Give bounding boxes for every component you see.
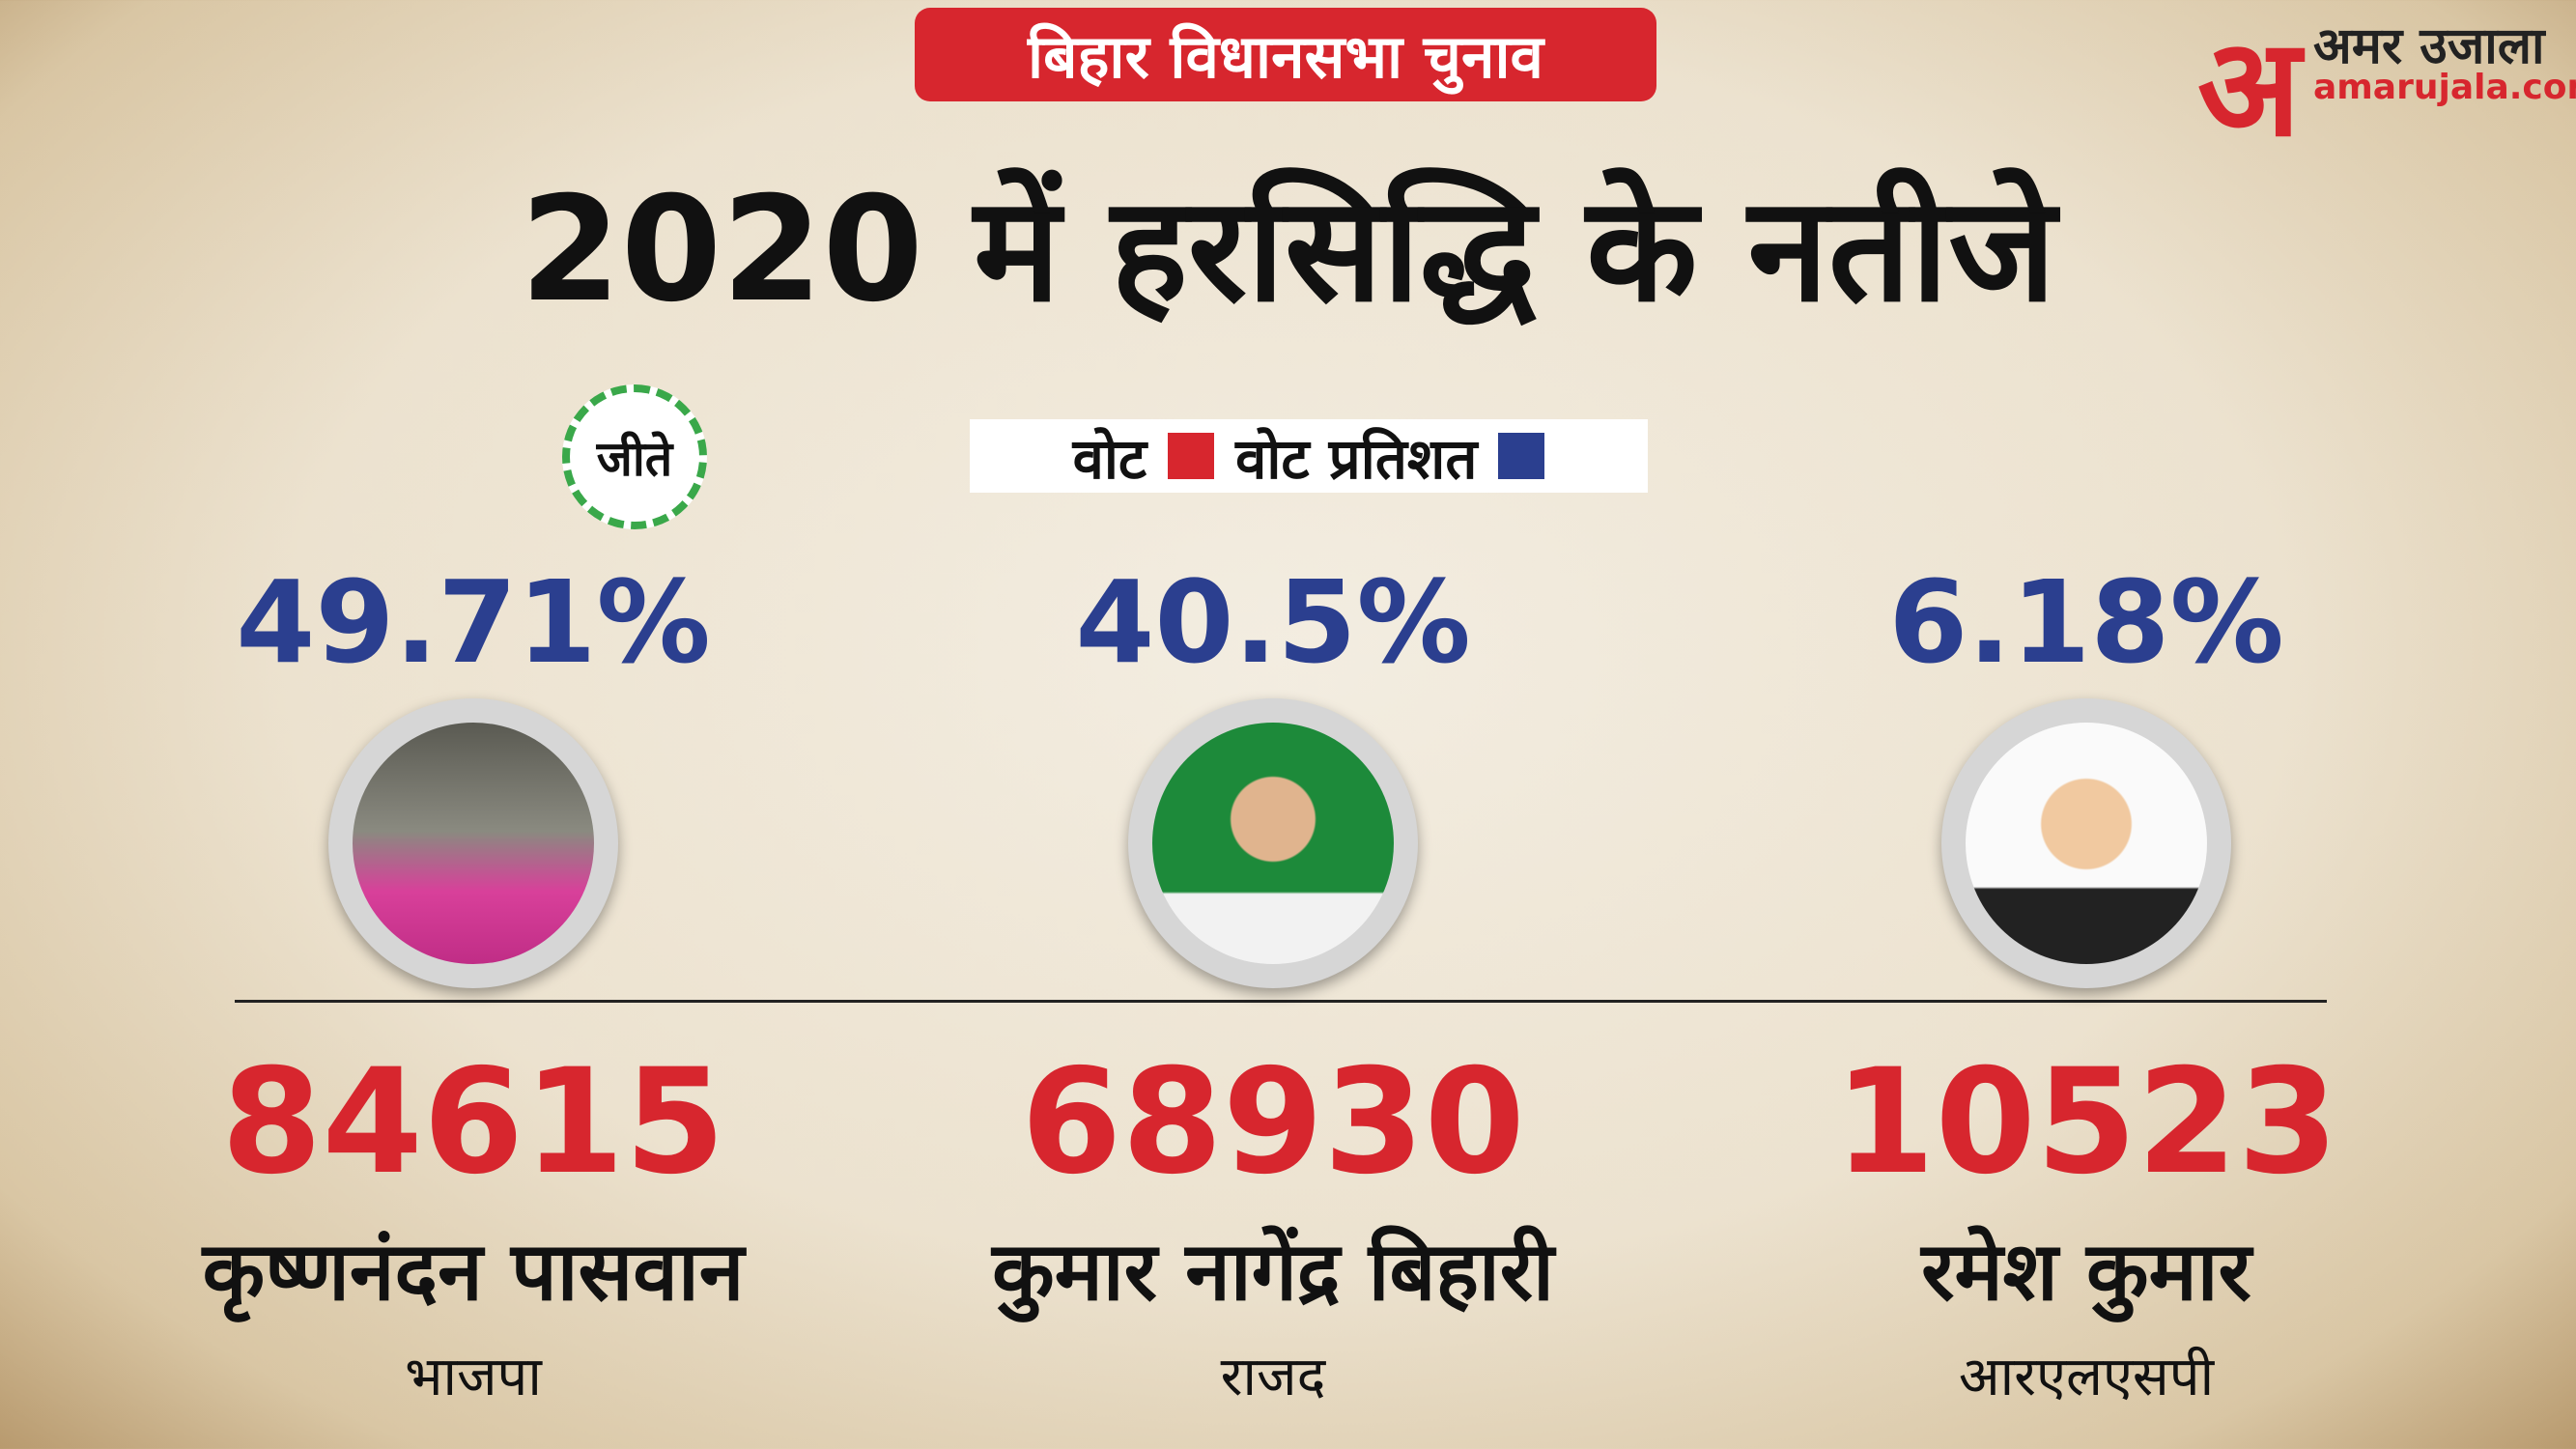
legend-swatch bbox=[1498, 433, 1545, 479]
divider bbox=[235, 1000, 2327, 1003]
candidate-name: कुमार नागेंद्र बिहारी bbox=[992, 1224, 1554, 1319]
winner-badge: जीते bbox=[562, 384, 707, 529]
vote-percent: 49.71% bbox=[236, 555, 711, 689]
party-name: राजद bbox=[1220, 1346, 1326, 1408]
brand-logo: अ bbox=[2197, 10, 2301, 167]
legend-percent: वोट प्रतिशत bbox=[1235, 425, 1478, 492]
legend: वोट वोट प्रतिशत bbox=[970, 419, 1648, 493]
photo-image bbox=[1966, 723, 2207, 964]
candidate-photo bbox=[328, 698, 618, 988]
candidate-name: कृष्णनंदन पासवान bbox=[202, 1224, 745, 1319]
vote-percent: 6.18% bbox=[1888, 555, 2284, 689]
photo-image bbox=[353, 723, 594, 964]
party-name: भाजपा bbox=[405, 1346, 542, 1408]
title: 2020 में हरसिद्धि के नतीजे bbox=[520, 166, 2056, 334]
party-name: आरएलएसपी bbox=[1958, 1346, 2215, 1408]
candidate-photo bbox=[1941, 698, 2231, 988]
brand-site: amarujala.com bbox=[2313, 68, 2576, 107]
header-tag: बिहार विधानसभा चुनाव bbox=[915, 8, 1656, 101]
candidate-photo bbox=[1128, 698, 1418, 988]
vote-count: 68930 bbox=[1021, 1038, 1525, 1207]
brand-name: अमर उजाला bbox=[2313, 17, 2545, 75]
vote-count: 10523 bbox=[1834, 1038, 2338, 1207]
vote-percent: 40.5% bbox=[1075, 555, 1471, 689]
candidate-name: रमेश कुमार bbox=[1921, 1224, 2251, 1319]
photo-image bbox=[1152, 723, 1394, 964]
vote-count: 84615 bbox=[221, 1038, 725, 1207]
legend-votes: वोट bbox=[1072, 425, 1147, 492]
legend-swatch bbox=[1168, 433, 1215, 479]
